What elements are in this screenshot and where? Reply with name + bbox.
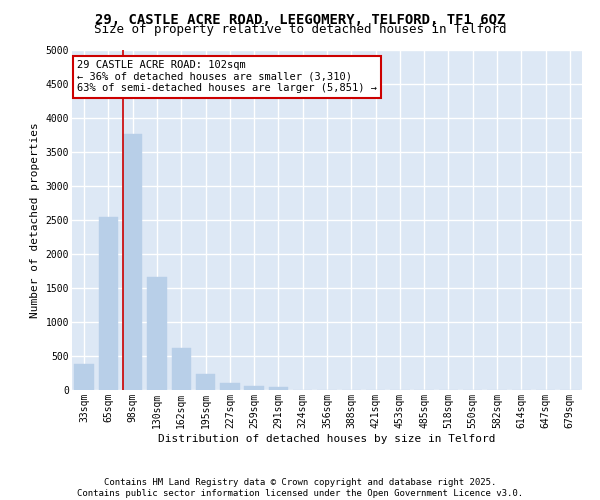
Text: 29, CASTLE ACRE ROAD, LEEGOMERY, TELFORD, TF1 6QZ: 29, CASTLE ACRE ROAD, LEEGOMERY, TELFORD…: [95, 12, 505, 26]
Bar: [147, 277, 167, 390]
Bar: [74, 364, 94, 390]
Text: Contains HM Land Registry data © Crown copyright and database right 2025.
Contai: Contains HM Land Registry data © Crown c…: [77, 478, 523, 498]
Y-axis label: Number of detached properties: Number of detached properties: [30, 122, 40, 318]
Bar: [196, 374, 215, 390]
Text: 29 CASTLE ACRE ROAD: 102sqm
← 36% of detached houses are smaller (3,310)
63% of : 29 CASTLE ACRE ROAD: 102sqm ← 36% of det…: [77, 60, 377, 94]
Bar: [269, 386, 288, 390]
X-axis label: Distribution of detached houses by size in Telford: Distribution of detached houses by size …: [158, 434, 496, 444]
Bar: [123, 134, 142, 390]
Bar: [172, 348, 191, 390]
Bar: [244, 386, 264, 390]
Bar: [99, 218, 118, 390]
Text: Size of property relative to detached houses in Telford: Size of property relative to detached ho…: [94, 22, 506, 36]
Bar: [220, 383, 239, 390]
